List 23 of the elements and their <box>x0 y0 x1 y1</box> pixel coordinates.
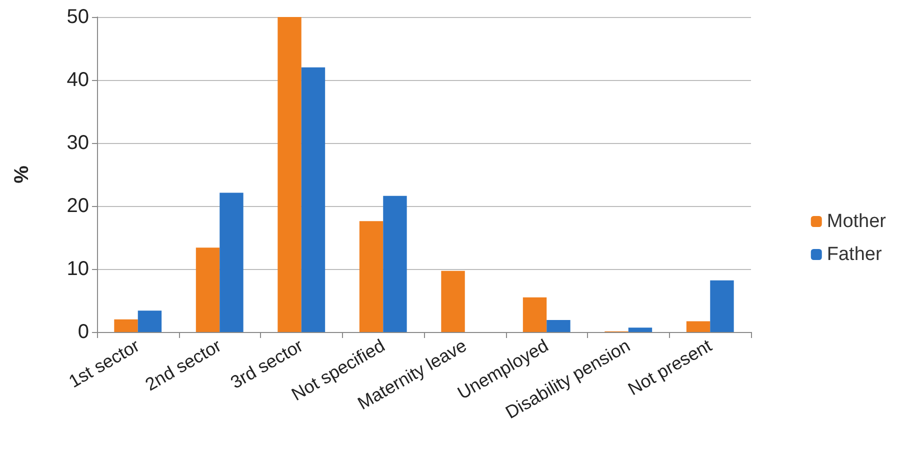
bar <box>359 221 384 332</box>
bar <box>138 310 162 332</box>
bar <box>710 280 734 332</box>
legend-label: Mother <box>826 211 887 232</box>
bar <box>628 328 652 332</box>
y-tick-label: 10 <box>66 258 89 280</box>
bar <box>546 320 570 332</box>
y-tick-label: 50 <box>66 6 89 28</box>
bar <box>196 248 220 332</box>
bar <box>114 319 138 332</box>
bar <box>522 297 547 332</box>
y-tick-label: 0 <box>78 321 89 343</box>
bar <box>383 196 407 332</box>
y-tick-label: 30 <box>66 132 89 154</box>
bar <box>686 321 710 332</box>
y-tick-label: 40 <box>66 69 89 91</box>
bar <box>441 270 465 332</box>
y-tick-label: 20 <box>66 195 89 217</box>
y-axis-title: % <box>11 165 33 184</box>
bar <box>301 67 326 332</box>
legend-label: Father <box>826 244 882 265</box>
bar <box>278 17 302 332</box>
bar <box>220 192 244 332</box>
